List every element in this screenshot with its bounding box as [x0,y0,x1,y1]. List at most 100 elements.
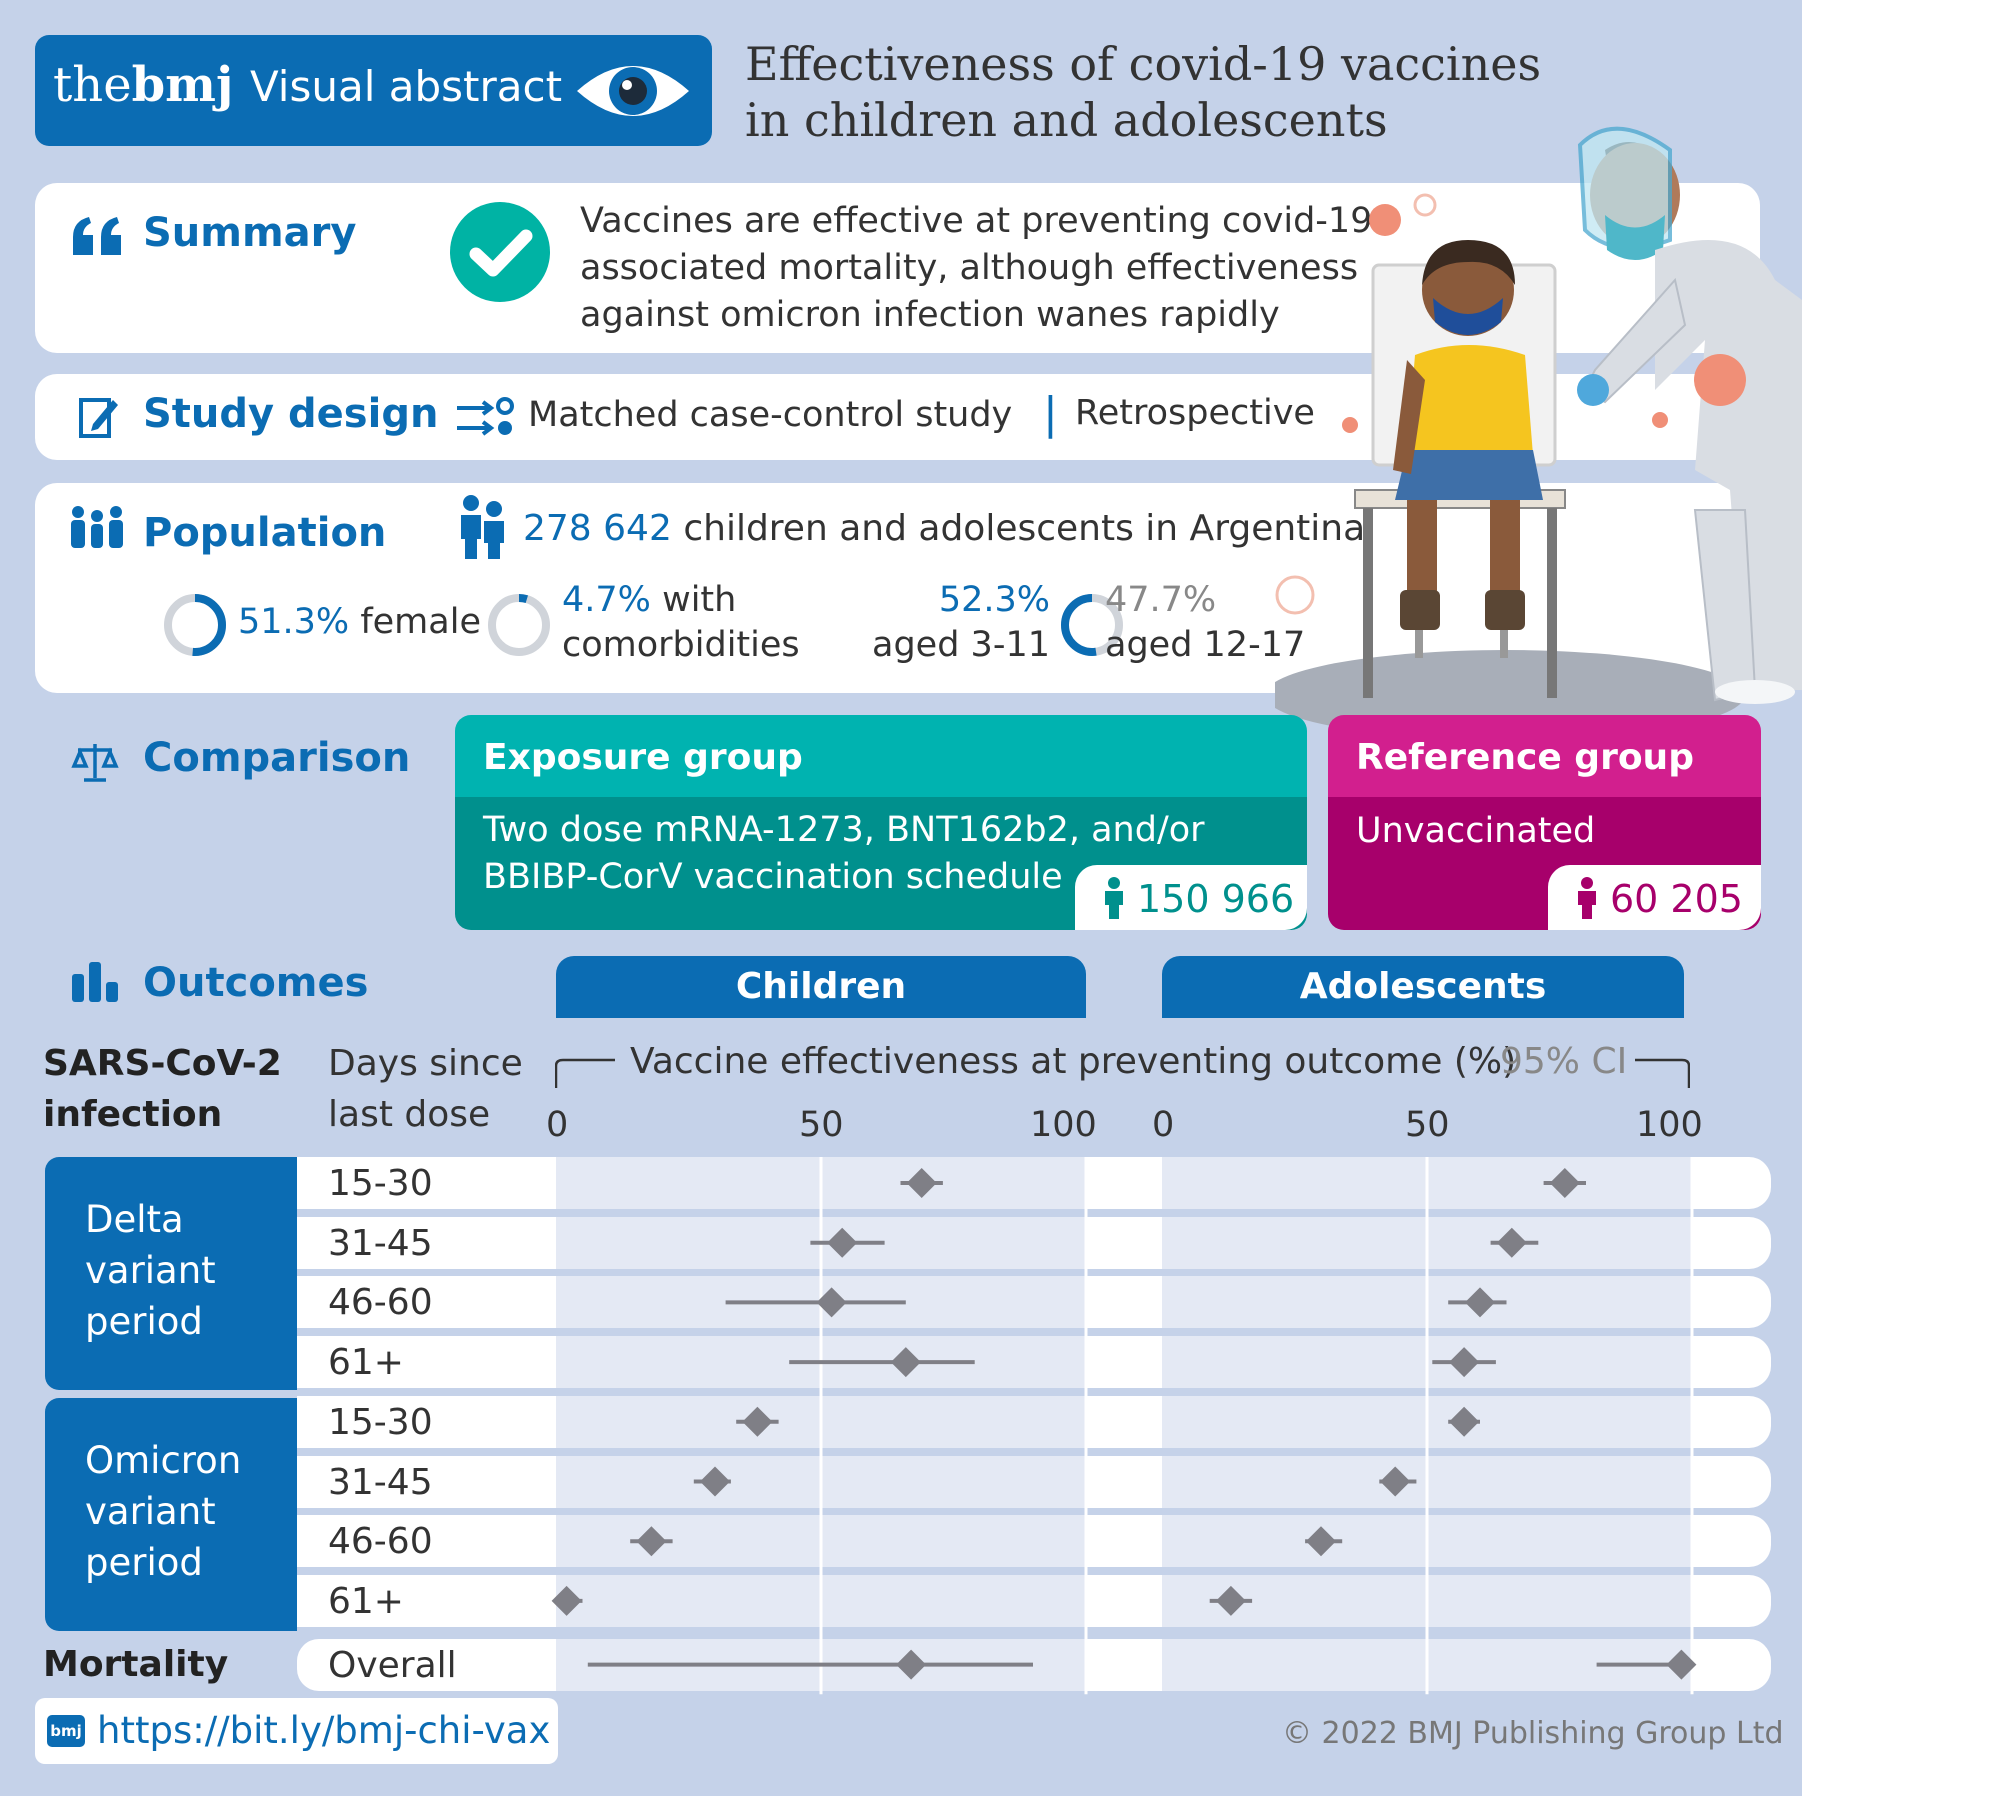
infection-heading-1: SARS-CoV-2 [43,1043,282,1084]
age-old-pct: 47.7% [1105,580,1217,620]
comorb-pct: 4.7% [562,580,651,620]
comparison-heading: Comparison [143,735,411,781]
person-pair-icon [461,495,504,559]
population-heading: Population [143,510,387,556]
summary-line-1: Vaccines are effective at preventing cov… [580,201,1373,241]
days-heading-2: last dose [328,1094,491,1135]
female-donut [164,594,226,656]
infection-heading-2: infection [43,1094,223,1135]
exposure-line-2: BBIBP-CorV vaccination schedule [483,857,1063,897]
days-heading-1: Days since [328,1043,523,1084]
day-label: Overall [328,1644,457,1686]
quote-icon [73,217,121,255]
study-type: Matched case-control study [528,395,1013,435]
comorb-label-1: with [662,580,737,620]
check-icon [450,202,550,302]
population-summary: 278 642 children and adolescents in Arge… [523,508,1365,549]
summary-line-3: against omicron infection wanes rapidly [580,295,1280,335]
day-label: 61+ [328,1342,404,1384]
people-icon [71,506,123,548]
delta-line-3: period [85,1300,203,1343]
female-pct: 51.3% [238,602,350,642]
eye-icon [577,66,689,116]
population-description: children and adolescents in Argentina [683,508,1366,549]
brand-bmj: bmj [131,57,234,113]
estimate-marker-adolescents [1666,1649,1697,1680]
exposure-count: 150 966 [1137,877,1295,921]
tick-label-adolescents-100: 100 [1636,1105,1703,1145]
footer-url[interactable]: https://bit.ly/bmj-chi-vax [97,1709,551,1752]
day-label: 46-60 [328,1282,433,1324]
day-label: 46-60 [328,1521,433,1563]
tick-label-adolescents-0: 0 [1152,1105,1175,1145]
exposure-group-card: Exposure group Two dose mRNA-1273, BNT16… [455,715,1307,930]
reference-count-pill: 60 205 [1548,865,1761,930]
day-label: 31-45 [328,1222,433,1264]
tick-label-children-100: 100 [1030,1105,1097,1145]
summary-heading: Summary [143,210,357,256]
outcomes-heading: Outcomes [143,960,369,1006]
axis-title-bracket [555,1058,1690,1088]
tick-label-adolescents-50: 50 [1405,1105,1450,1145]
brand-the: the [53,57,132,113]
bar-chart-icon [72,962,118,1002]
tick-label-children-0: 0 [546,1105,569,1145]
copyright: © 2022 BMJ Publishing Group Ltd [1282,1716,1784,1751]
estimate-marker-adolescents [1449,1347,1480,1378]
tick-label-children-50: 50 [799,1105,844,1145]
estimate-marker-children [906,1168,937,1198]
study-timing: Retrospective [1075,393,1315,433]
estimate-marker-children [816,1287,847,1318]
female-label: female [360,602,481,642]
reference-count: 60 205 [1610,877,1743,921]
page-title: Effectiveness of covid-19 vaccines in ch… [745,36,1541,148]
visual-abstract-label: Visual abstract [250,62,563,111]
reference-title: Reference group [1328,715,1761,797]
study-separator: | [1043,388,1058,439]
estimate-marker-children [890,1347,921,1378]
title-line-2: in children and adolescents [745,93,1388,147]
age-donut [1061,594,1123,656]
comorb-label-2: comorbidities [562,625,800,665]
age-old-stat: 47.7% aged 12-17 [1105,578,1305,668]
header-banner: thebmj Visual abstract [35,35,712,146]
estimate-marker-children [551,1585,582,1616]
edit-icon [79,398,118,438]
estimate-marker-adolescents [1549,1168,1580,1198]
estimate-marker-adolescents [1380,1466,1411,1497]
omicron-line-1: Omicron [85,1439,242,1482]
age-young-label: aged 3-11 [872,625,1050,665]
mortality-label: Mortality [43,1644,229,1685]
url-box[interactable]: bmj https://bit.ly/bmj-chi-vax [35,1698,558,1764]
estimate-marker-adolescents [1449,1406,1480,1437]
forest-plot [551,1157,1697,1695]
estimate-marker-children [742,1406,773,1437]
estimate-marker-children [636,1526,667,1557]
estimate-marker-adolescents [1215,1585,1246,1616]
age-young-stat: 52.3% aged 3-11 [855,578,1050,668]
estimate-marker-adolescents [1496,1227,1527,1258]
estimate-marker-children [896,1649,927,1680]
age-young-pct: 52.3% [938,580,1050,620]
omicron-group: Omicron variant period [45,1398,297,1631]
exposure-count-pill: 150 966 [1075,865,1307,930]
visual-abstract: thebmj Visual abstract Effectiveness of … [0,0,1802,1796]
estimate-marker-adolescents [1465,1287,1495,1318]
estimate-marker-adolescents [1306,1526,1336,1557]
delta-line-1: Delta [85,1198,184,1241]
flow-icon [457,397,514,436]
infection-heading: SARS-CoV-2 infection [43,1038,282,1140]
delta-line-2: variant [85,1249,216,1292]
age-old-label: aged 12-17 [1105,625,1306,665]
exposure-title: Exposure group [455,715,1307,797]
population-count: 278 642 [523,508,672,549]
comorbidity-stat: 4.7% with comorbidities [562,578,800,668]
summary-text: Vaccines are effective at preventing cov… [580,198,1372,339]
day-label: 31-45 [328,1461,433,1503]
comorbidity-donut [488,594,550,656]
delta-group: Delta variant period [45,1157,297,1390]
vaccination-illustration [1275,126,1802,740]
days-heading: Days since last dose [328,1038,523,1140]
estimate-marker-children [827,1227,858,1258]
bmj-mini-logo: bmj [47,1715,85,1747]
